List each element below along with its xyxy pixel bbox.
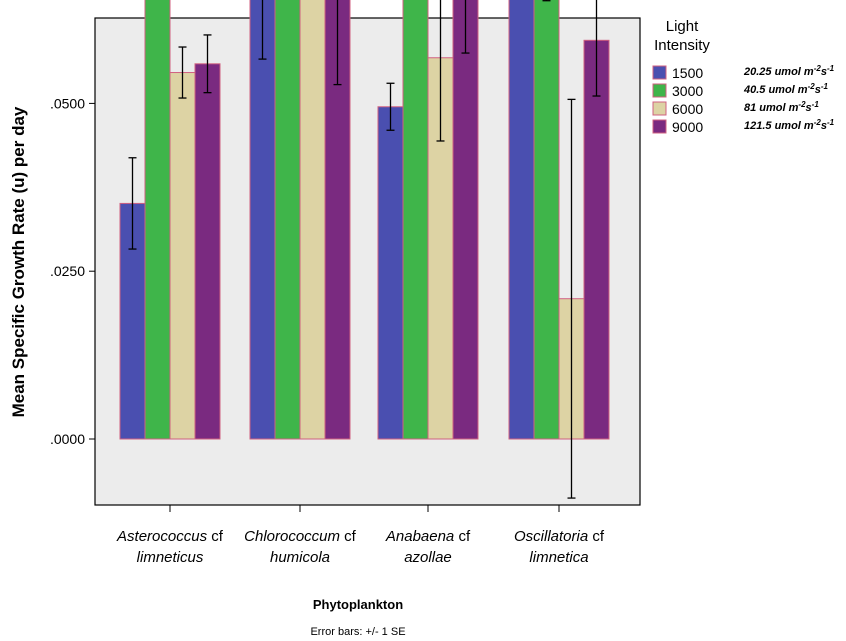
bar [377, 106, 404, 440]
y-axis-title: Mean Specific Growth Rate (u) per day [9, 106, 28, 417]
y-tick-label: .0000 [50, 431, 85, 447]
legend-swatch [652, 65, 667, 80]
bar [533, 0, 560, 440]
legend-swatch [652, 119, 667, 134]
x-tick-label: Chlorococcum cf [244, 528, 357, 545]
bar [274, 0, 301, 440]
bar [402, 0, 429, 440]
legend-unit-note: 121.5 umol m-2s-1 [744, 118, 835, 132]
x-tick-label: Oscillatoria cf [514, 528, 605, 545]
legend-label: 6000 [672, 101, 703, 117]
error-bars-layer [128, 0, 601, 499]
x-tick-label: limneticus [137, 549, 204, 566]
x-axis: Asterococcus cf limneticus Chlorococcum cf… [116, 505, 605, 566]
bar [249, 0, 276, 440]
y-axis: .0000.0250.0500.0750.1000.1250 [50, 95, 95, 447]
legend-unit-note: 40.5 umol m-2s-1 [743, 82, 828, 96]
bar [583, 39, 610, 440]
legend-swatch [652, 101, 667, 116]
legend-label: 1500 [672, 65, 703, 81]
x-tick-label: limnetica [529, 549, 588, 566]
x-tick-label: azollae [404, 549, 452, 566]
legend-title-line1: Light [666, 18, 699, 35]
bar [144, 0, 171, 440]
legend-title-line2: Intensity [654, 37, 710, 54]
y-tick-label: .0250 [50, 263, 85, 279]
legend-label: 9000 [672, 119, 703, 135]
bar [169, 72, 196, 440]
x-tick-label: Anabaena cf [385, 528, 471, 545]
legend-unit-note: 20.25 umol m-2s-1 [743, 64, 835, 78]
x-tick-label: humicola [270, 549, 330, 566]
bar [194, 63, 221, 440]
bar [299, 0, 326, 440]
x-axis-title: Phytoplankton [313, 597, 403, 612]
bar [508, 0, 535, 440]
legend-swatch [652, 83, 667, 98]
legend-label: 3000 [672, 83, 703, 99]
legend-unit-note: 81 umol m-2s-1 [744, 100, 819, 114]
error-bars-footnote: Error bars: +/- 1 SE [310, 626, 405, 638]
legend: Light Intensity 1500 20.25 umol m-2s-1 300… [652, 18, 835, 135]
x-tick-label: Asterococcus cf [116, 528, 224, 545]
bar [452, 0, 479, 440]
y-tick-label: .0500 [50, 95, 85, 111]
